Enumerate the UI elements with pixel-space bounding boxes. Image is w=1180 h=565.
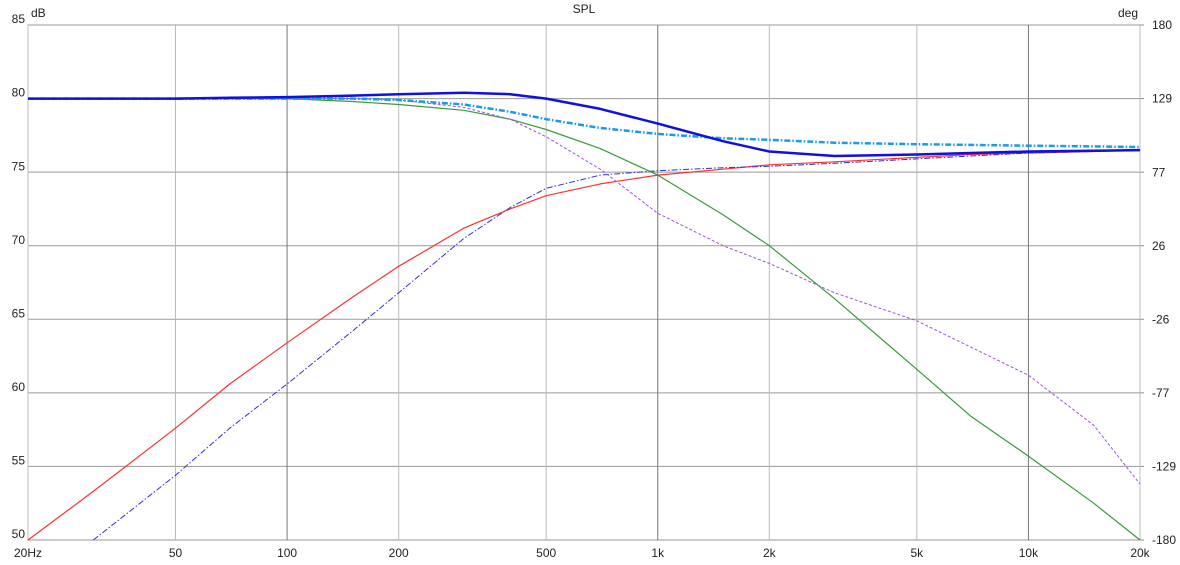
y2-tick-label: -77 bbox=[1152, 386, 1170, 400]
x-tick-label: 200 bbox=[389, 546, 409, 560]
y-tick-label: 85 bbox=[12, 12, 26, 26]
y-tick-label: 50 bbox=[12, 527, 26, 541]
x-tick-label: 10k bbox=[1019, 546, 1039, 560]
x-tick-label: 5k bbox=[910, 546, 924, 560]
x-tick-label: 100 bbox=[277, 546, 297, 560]
y2-axis-label: deg bbox=[1118, 6, 1138, 20]
y2-tick-label: -26 bbox=[1152, 312, 1170, 326]
y-tick-label: 60 bbox=[12, 380, 26, 394]
y2-tick-label: -180 bbox=[1152, 533, 1176, 547]
series-line bbox=[92, 149, 1141, 541]
y2-tick-label: -129 bbox=[1152, 460, 1176, 474]
x-tick-label: 2k bbox=[763, 546, 777, 560]
x-tick-label: 50 bbox=[169, 546, 183, 560]
y-tick-label: 55 bbox=[12, 454, 26, 468]
x-tick-label: 20k bbox=[1130, 546, 1150, 560]
series-line bbox=[28, 91, 1141, 158]
y2-tick-label: 129 bbox=[1152, 92, 1172, 106]
y2-tick-label: 77 bbox=[1152, 165, 1166, 179]
y-tick-label: 65 bbox=[12, 306, 26, 320]
y-axis-label: dB bbox=[31, 6, 46, 20]
series-line bbox=[27, 149, 1141, 541]
y2-tick-label: 180 bbox=[1152, 18, 1172, 32]
x-tick-label: 500 bbox=[536, 546, 556, 560]
chart-title: SPL bbox=[573, 2, 596, 16]
plot-area bbox=[27, 24, 1141, 541]
y-tick-label: 80 bbox=[12, 86, 26, 100]
y-tick-label: 70 bbox=[12, 233, 26, 247]
x-tick-label: 20Hz bbox=[14, 546, 42, 560]
x-tick-label: 1k bbox=[651, 546, 665, 560]
y2-tick-label: 26 bbox=[1152, 239, 1166, 253]
y-tick-label: 75 bbox=[12, 159, 26, 173]
